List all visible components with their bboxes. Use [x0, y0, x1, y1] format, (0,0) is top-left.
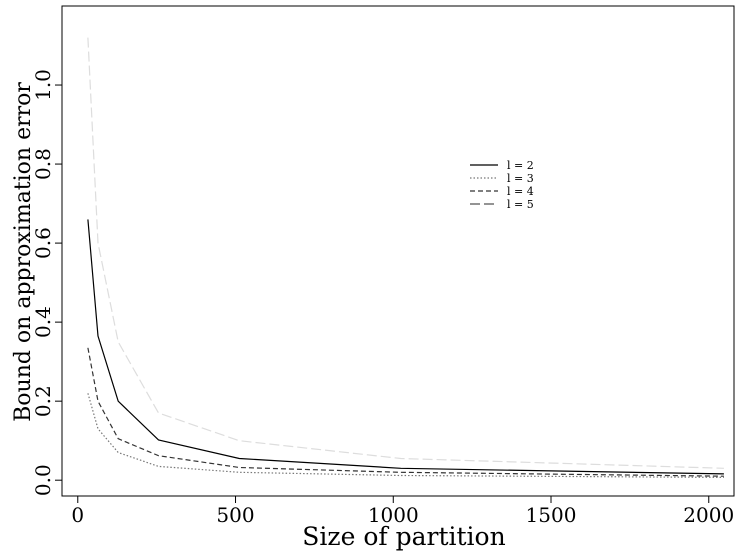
x-tick-label: 0 — [71, 503, 84, 527]
x-tick-label: 1000 — [368, 503, 419, 527]
y-tick-label: 0.8 — [31, 148, 55, 180]
y-tick-label: 0.0 — [31, 464, 55, 496]
x-tick-label: 1500 — [526, 503, 577, 527]
series-line-2 — [87, 219, 724, 475]
plot-frame — [61, 5, 735, 497]
legend-label: l = 2 — [507, 159, 534, 172]
series-line-3 — [87, 393, 724, 478]
y-tick-label: 0.6 — [31, 227, 55, 259]
y-tick-label: 0.4 — [31, 306, 55, 338]
legend-label: l = 5 — [507, 198, 534, 211]
series-layer — [87, 37, 724, 478]
y-tick-label: 1.0 — [31, 69, 55, 101]
series-line-4 — [87, 347, 724, 477]
y-axis: 0.0 0.2 0.4 0.6 0.8 1.0 — [31, 69, 62, 496]
x-tick-label: 2000 — [683, 503, 734, 527]
x-tick-label: 500 — [216, 503, 254, 527]
x-axis: 0 500 1000 1500 2000 — [71, 496, 734, 527]
series-line-5 — [87, 37, 724, 469]
legend: l = 2l = 3l = 4l = 5 — [470, 159, 534, 211]
y-axis-label: Bound on approximation error — [11, 82, 36, 422]
y-tick-label: 0.2 — [31, 385, 55, 417]
legend-label: l = 4 — [507, 185, 534, 198]
x-axis-label: Size of partition — [302, 522, 505, 551]
legend-label: l = 3 — [507, 172, 534, 185]
